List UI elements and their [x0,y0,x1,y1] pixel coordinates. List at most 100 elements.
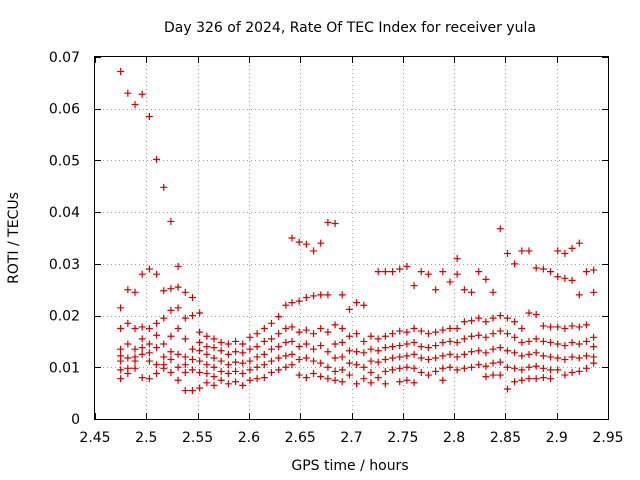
data-point [338,366,346,374]
data-point [453,270,461,278]
data-point [288,337,296,345]
data-point [460,318,468,326]
data-point [167,285,175,293]
data-point [439,338,447,346]
data-point [232,367,240,375]
data-point [547,323,555,331]
data-point [167,368,175,376]
data-point [210,363,218,371]
data-point [547,375,555,383]
y-tick-label: 0.05 [49,153,80,169]
data-point [539,374,547,382]
x-tick-label: 2.55 [182,430,213,446]
data-point [590,353,598,361]
data-point [539,352,547,360]
data-point [381,380,389,388]
data-point [547,353,555,361]
data-point [253,330,261,338]
data-point [432,354,440,362]
data-point [389,343,397,351]
data-point [302,240,310,248]
data-point [317,373,325,381]
data-point [196,384,204,392]
data-point [124,319,132,327]
data-point [295,356,303,364]
grid-lines [95,57,608,419]
data-point [367,345,375,353]
data-point [310,292,318,300]
data-point [568,368,576,376]
data-point [396,327,404,335]
data-point [181,361,189,369]
data-point [381,356,389,364]
data-point [561,250,569,258]
data-point [153,155,161,163]
data-point [496,371,504,379]
data-point [439,376,447,384]
data-point [275,330,283,338]
y-tick-label: 0.07 [49,50,80,66]
y-tick-label: 0.06 [49,102,80,118]
data-point [389,354,397,362]
data-point [239,381,247,389]
data-point [503,363,511,371]
data-point [468,363,476,371]
data-point [374,347,382,355]
y-tick-label: 0.03 [49,257,80,273]
data-point [432,342,440,350]
data-point [353,361,361,369]
data-point [260,374,268,382]
x-tick-label: 2.95 [592,430,623,446]
data-point [575,239,583,247]
data-point [203,343,211,351]
data-point [246,333,254,341]
data-point [253,343,261,351]
data-point [131,101,139,109]
data-point [561,325,569,332]
y-tick-labels: 0 0.01 0.02 0.03 0.04 0.05 0.06 0.07 [49,50,80,428]
data-point [432,328,440,336]
data-point [210,344,218,352]
data-point [302,374,310,382]
data-point [417,343,425,351]
data-point [532,311,540,319]
data-point [188,312,196,320]
data-point [246,345,254,353]
data-point [138,270,146,278]
data-point [554,366,562,374]
data-point [410,325,418,332]
data-point [203,361,211,369]
plot-frame [94,56,609,420]
data-point [117,357,125,365]
data-point [260,325,268,332]
data-point [396,364,404,372]
data-point [117,67,125,75]
data-point [561,356,569,364]
data-point [482,373,490,381]
data-point [403,340,411,348]
data-point [345,347,353,355]
data-point [446,363,454,371]
data-point [324,348,332,356]
data-point [174,262,182,270]
data-point [224,380,232,388]
data-point [275,343,283,351]
x-tick-labels: 2.45 2.5 2.55 2.6 2.65 2.7 2.75 2.8 2.85 2.9 2.95 [79,430,623,446]
data-point [511,318,519,326]
data-point [282,363,290,371]
data-point [360,337,368,345]
data-point [547,366,555,374]
data-point [145,349,153,357]
data-point [568,322,576,330]
data-point [525,363,533,371]
data-point [338,325,346,332]
data-point [331,376,339,384]
data-point [511,378,519,386]
data-point [275,354,283,362]
data-point [475,331,483,339]
data-point [295,238,303,246]
x-tick-label: 2.9 [546,430,568,446]
x-tick-label: 2.65 [285,430,316,446]
data-point [482,318,490,326]
data-point [367,332,375,340]
